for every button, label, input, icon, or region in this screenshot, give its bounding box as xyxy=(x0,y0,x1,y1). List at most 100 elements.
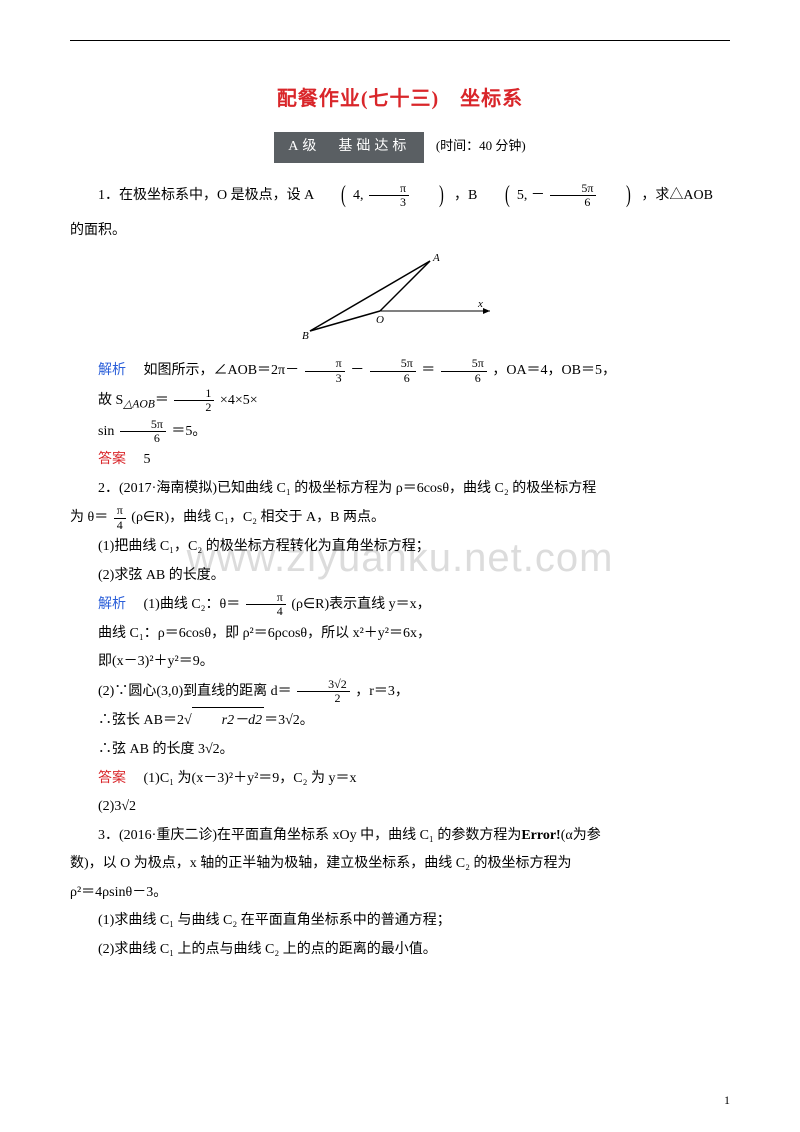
q2-solution-4: (2)∵圆心(3,0)到直线的距离 d＝ 3√22 ，r＝3， xyxy=(70,678,730,706)
q2-solution-2: 曲线 C₁：ρ＝6cosθ，即 ρ²＝6ρcosθ，所以 x²＋y²＝6x， xyxy=(70,621,730,648)
q3-stem-2: 数)，以 O 为极点，x 轴的正半轴为极轴，建立极坐标系，曲线 C₂ 的极坐标方… xyxy=(70,851,730,878)
fraction: π4 xyxy=(114,504,126,531)
frac-den: 2 xyxy=(174,401,214,414)
frac-den: 6 xyxy=(120,432,166,445)
q1-A-x: 4, xyxy=(353,188,364,203)
frac-num: 3√2 xyxy=(297,678,350,692)
q3-part1: (1)求曲线 C₁ 与曲线 C₂ 在平面直角坐标系中的普通方程； xyxy=(70,908,730,935)
time-note: (时间：40 分钟) xyxy=(436,134,526,159)
answer-value: (1)C₁ 为(x－3)²＋y²＝9，C₂ 为 y＝x xyxy=(144,771,357,786)
level-badge: A级 基础达标 xyxy=(274,132,424,163)
q1-mid: ，B xyxy=(454,188,477,203)
text: ＝3√2。 xyxy=(264,713,314,728)
text: ，OA＝4，OB＝5， xyxy=(492,363,616,378)
paren-icon: ( xyxy=(488,173,510,219)
sqrt-icon: √ xyxy=(184,713,192,728)
paren-icon: ) xyxy=(609,173,631,219)
fraction: π3 xyxy=(305,357,345,384)
frac-den: 6 xyxy=(370,372,416,385)
q2-solution-1: 解析 (1)曲线 C₂：θ＝ π4 (ρ∈R)表示直线 y＝x， xyxy=(70,591,730,619)
frac-num: π xyxy=(246,591,286,605)
text: (1)曲线 C₂：θ＝ xyxy=(144,597,241,612)
fraction: π3 xyxy=(369,182,409,209)
q3-part2: (2)求曲线 C₁ 上的点与曲线 C₂ 上的点的距离的最小值。 xyxy=(70,937,730,964)
frac-den: 4 xyxy=(246,605,286,618)
frac-num: π xyxy=(305,357,345,371)
fraction: 5π6 xyxy=(370,357,416,384)
fraction: 5π6 xyxy=(550,182,596,209)
text: 3．(2016·重庆二诊)在平面直角坐标系 xOy 中，曲线 C₁ 的参数方程为 xyxy=(98,828,521,843)
sqrt-content: r2－d2 xyxy=(192,707,264,735)
frac-num: π xyxy=(369,182,409,196)
q2-answer-2: (2)3√2 xyxy=(70,794,730,821)
text: 如图所示，∠AOB＝2π－ xyxy=(144,363,300,378)
fraction: π4 xyxy=(246,591,286,618)
q1-stem: 1．在极坐标系中，O 是极点，设 A (4, π3 ) ，B (5, － 5π6… xyxy=(70,173,730,245)
q1-solution-3: sin 5π6 ＝5。 xyxy=(70,418,730,446)
q2-solution-5: ∴弦长 AB＝2√r2－d2＝3√2。 xyxy=(70,707,730,735)
frac-den: 6 xyxy=(550,196,596,209)
fraction: 5π6 xyxy=(441,357,487,384)
text: ∴弦长 AB＝2 xyxy=(98,713,184,728)
q2-solution-6: ∴弦 AB 的长度 3√2。 xyxy=(70,737,730,764)
frac-den: 4 xyxy=(114,519,126,532)
level-row: A级 基础达标 (时间：40 分钟) xyxy=(70,132,730,163)
answer-label: 答案 xyxy=(98,771,126,786)
q2-solution-3: 即(x－3)²＋y²＝9。 xyxy=(70,649,730,676)
document-body: 配餐作业(七十三) 坐标系 A级 基础达标 (时间：40 分钟) 1．在极坐标系… xyxy=(70,80,730,964)
q2-stem-2: 为 θ＝ π4 (ρ∈R)，曲线 C₁，C₂ 相交于 A，B 两点。 xyxy=(70,504,730,532)
diagram-label-B: B xyxy=(302,330,309,341)
diagram-label-O: O xyxy=(376,314,384,326)
text: (ρ∈R)表示直线 y＝x， xyxy=(291,597,430,612)
text: 为 θ＝ xyxy=(70,510,108,525)
q2-stem-1: 2．(2017·海南模拟)已知曲线 C₁ 的极坐标方程为 ρ＝6cosθ，曲线 … xyxy=(70,476,730,503)
q1-answer: 答案 5 xyxy=(70,447,730,474)
q2-part2: (2)求弦 AB 的长度。 xyxy=(70,563,730,590)
text: ＝ xyxy=(421,363,435,378)
frac-den: 3 xyxy=(369,196,409,209)
diagram-label-A: A xyxy=(432,252,440,264)
text: ×4×5× xyxy=(220,393,258,408)
fraction: 12 xyxy=(174,387,214,414)
subscript: △AOB xyxy=(123,398,155,411)
solution-label: 解析 xyxy=(98,597,126,612)
text: (α为参 xyxy=(561,828,601,843)
q3-stem-3: ρ²＝4ρsinθ－3。 xyxy=(70,880,730,907)
q2-part1: (1)把曲线 C₁，C₂ 的极坐标方程转化为直角坐标方程； xyxy=(70,534,730,561)
answer-value: 5 xyxy=(144,452,151,467)
diagram-label-x: x xyxy=(477,298,483,310)
solution-label: 解析 xyxy=(98,363,126,378)
frac-den: 2 xyxy=(297,692,350,705)
frac-num: π xyxy=(114,504,126,518)
q1-solution-2: 故 S△AOB＝ 12 ×4×5× xyxy=(70,387,730,416)
text: ＝ xyxy=(155,393,169,408)
q2-answer-1: 答案 (1)C₁ 为(x－3)²＋y²＝9，C₂ 为 y＝x xyxy=(70,766,730,793)
error-text: Error! xyxy=(521,828,560,843)
paren-icon: ( xyxy=(324,173,346,219)
text: ＝5。 xyxy=(171,424,206,439)
q1-B-x: 5, － xyxy=(517,188,545,203)
q3-stem-1: 3．(2016·重庆二诊)在平面直角坐标系 xOy 中，曲线 C₁ 的参数方程为… xyxy=(70,823,730,850)
page-title: 配餐作业(七十三) 坐标系 xyxy=(70,80,730,118)
fraction: 5π6 xyxy=(120,418,166,445)
text: ，r＝3， xyxy=(355,684,409,699)
text: － xyxy=(350,363,364,378)
q1-solution-1: 解析 如图所示，∠AOB＝2π－ π3 － 5π6 ＝ 5π6 ，OA＝4，OB… xyxy=(70,357,730,385)
text: (ρ∈R)，曲线 C₁，C₂ 相交于 A，B 两点。 xyxy=(131,510,385,525)
answer-label: 答案 xyxy=(98,452,126,467)
text: 故 S xyxy=(98,393,123,408)
frac-den: 6 xyxy=(441,372,487,385)
text: sin xyxy=(98,424,114,439)
q1-diagram: A B O x xyxy=(70,251,730,352)
frac-num: 5π xyxy=(441,357,487,371)
frac-num: 5π xyxy=(120,418,166,432)
paren-icon: ) xyxy=(422,173,444,219)
text: (2)∵圆心(3,0)到直线的距离 d＝ xyxy=(98,684,292,699)
fraction: 3√22 xyxy=(297,678,350,705)
page-number: 1 xyxy=(724,1089,730,1112)
frac-num: 1 xyxy=(174,387,214,401)
frac-num: 5π xyxy=(370,357,416,371)
frac-den: 3 xyxy=(305,372,345,385)
q1-text: 1．在极坐标系中，O 是极点，设 A xyxy=(98,188,313,203)
frac-num: 5π xyxy=(550,182,596,196)
